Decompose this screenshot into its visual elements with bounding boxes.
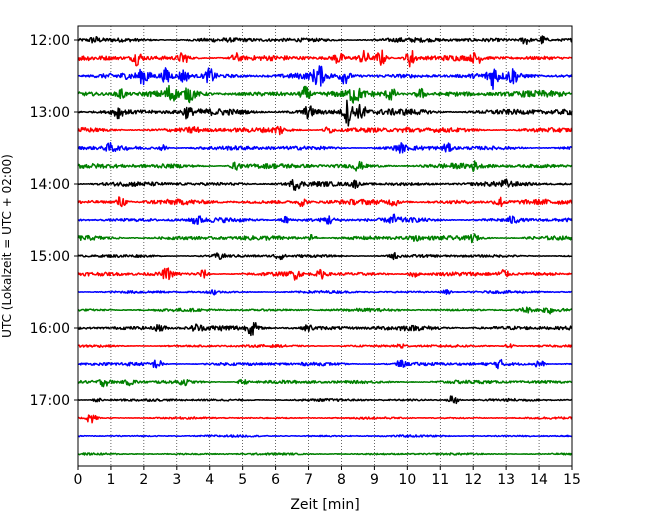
x-tick-label: 3 [172,472,181,488]
traces-layer [77,35,573,456]
seismic-trace [77,452,573,456]
x-tick-label: 13 [497,472,515,488]
y-tick-label: 15:00 [30,249,70,265]
seismic-trace [77,306,573,315]
x-tick-label: 5 [238,472,247,488]
seismic-trace [77,49,573,68]
x-axis: 0 1 2 3 4 5 6 7 8 9 10 11 12 13 14 15 [74,466,581,488]
x-tick-label: 2 [139,472,148,488]
x-axis-label: Zeit [min] [290,497,359,513]
seismic-trace [77,213,573,225]
grid-layer [110,26,540,466]
seismic-trace [77,288,573,296]
seismic-trace [77,267,573,281]
x-tick-label: 9 [370,472,379,488]
seismic-trace [77,142,573,154]
seismic-trace [77,378,573,388]
y-tick-label: 17:00 [30,393,70,409]
x-tick-label: 6 [271,472,280,488]
y-tick-label: 12:00 [30,33,70,49]
seismic-trace [77,65,573,90]
y-tick-label: 16:00 [30,321,70,337]
seismic-trace [77,125,573,136]
seismic-trace [77,160,573,173]
seismic-trace [77,358,573,370]
y-axis: 12:00 13:00 14:00 15:00 16:00 17:00 [30,33,78,409]
seismic-trace [77,322,573,337]
x-tick-label: 1 [106,472,115,488]
x-tick-label: 0 [74,472,83,488]
plot-frame [77,25,573,467]
seismic-trace [77,434,573,438]
x-tick-label: 12 [464,472,482,488]
seismic-trace [77,35,573,45]
seismic-trace [77,395,573,405]
seismic-trace [77,343,573,349]
x-tick-label: 15 [563,472,581,488]
seismic-trace [77,178,573,192]
seismic-trace [77,196,573,208]
x-tick-label: 10 [398,472,416,488]
x-tick-label: 11 [431,472,449,488]
y-axis-label: UTC (Lokalzeit = UTC + 02:00) [0,154,14,338]
x-tick-label: 7 [304,472,313,488]
x-tick-label: 8 [337,472,346,488]
seismic-trace [77,233,573,244]
y-tick-label: 14:00 [30,177,70,193]
seismic-trace [77,99,573,127]
seismic-trace [77,414,573,424]
x-tick-label: 4 [205,472,214,488]
y-tick-label: 13:00 [30,105,70,121]
seismic-trace [77,251,573,261]
x-tick-label: 14 [530,472,548,488]
seismic-trace [77,84,573,104]
